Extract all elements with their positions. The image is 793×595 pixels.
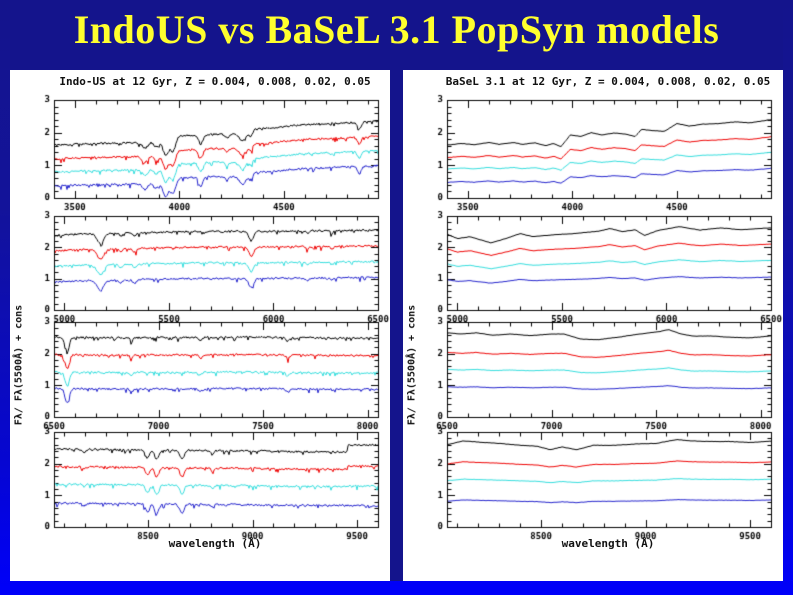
panel-title-indous: Indo-US at 12 Gyr, Z = 0.004, 0.008, 0.0… [59,75,371,88]
spectra-canvas-left [10,70,390,581]
panel-title-basel: BaSeL 3.1 at 12 Gyr, Z = 0.004, 0.008, 0… [445,75,771,88]
x-axis-label-basel: wavelength (Å) [561,537,655,550]
spectra-canvas-right [403,70,783,581]
spectra-panel-indous: Indo-US at 12 Gyr, Z = 0.004, 0.008, 0.0… [10,70,390,581]
y-axis-label-basel: Fλ/ Fλ(5500Å) + cons [406,304,418,426]
spectra-panel-basel: BaSeL 3.1 at 12 Gyr, Z = 0.004, 0.008, 0… [403,70,783,581]
slide-title: IndoUS vs BaSeL 3.1 PopSyn models [73,7,720,52]
x-axis-label-indous: wavelength (Å) [168,537,262,550]
y-axis-label-indous: Fλ/ Fλ(5500Å) + cons [13,304,25,426]
